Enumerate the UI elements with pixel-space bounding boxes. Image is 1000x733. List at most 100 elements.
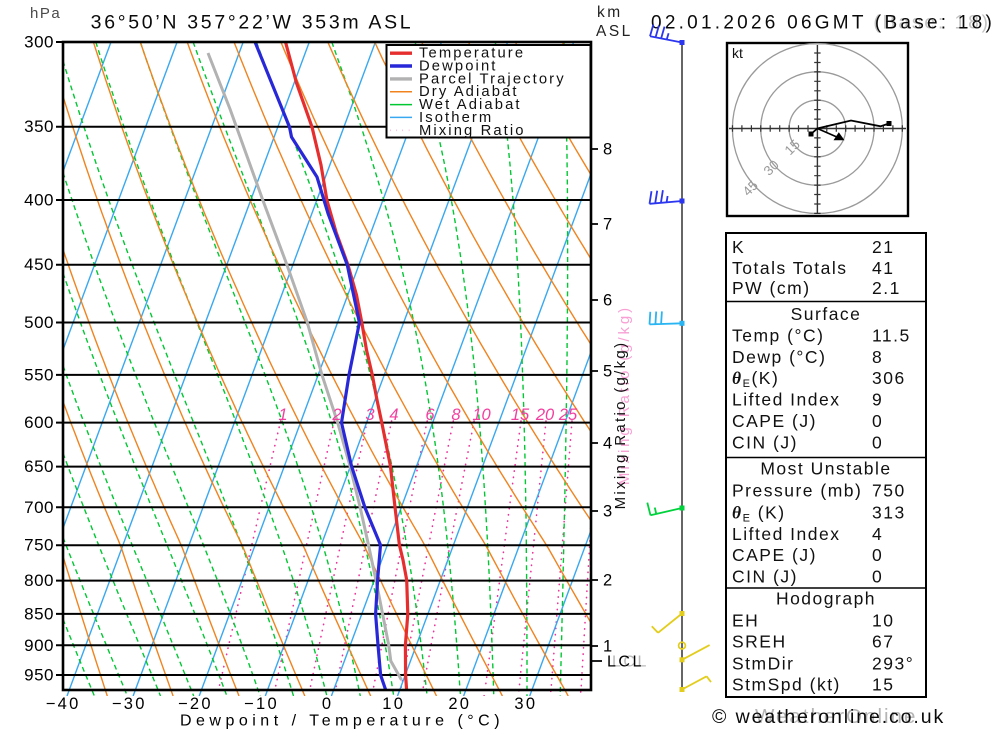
svg-text:950: 950	[24, 666, 54, 685]
svg-text:7: 7	[603, 216, 612, 234]
svg-text:750: 750	[872, 480, 906, 500]
svg-text:Surface: Surface	[791, 304, 862, 324]
svg-text:306: 306	[872, 368, 906, 388]
svg-text:kt: kt	[732, 45, 743, 61]
svg-text:Dewp (°C): Dewp (°C)	[732, 347, 826, 367]
svg-text:500: 500	[24, 313, 54, 332]
svg-text:km: km	[597, 4, 623, 21]
svg-text:Isotherm: Isotherm	[419, 110, 493, 126]
svg-text:550: 550	[24, 365, 54, 384]
svg-text:Lifted Index: Lifted Index	[732, 524, 840, 544]
svg-text:0: 0	[322, 695, 333, 713]
svg-text:900: 900	[24, 636, 54, 655]
svg-text:© weatheronline.co.uk: © weatheronline.co.uk	[712, 706, 945, 728]
svg-text:67: 67	[872, 632, 894, 652]
svg-text:Mixing Ratio (g/kg): Mixing Ratio (g/kg)	[616, 305, 633, 485]
svg-text:Wet Adiabat: Wet Adiabat	[419, 97, 522, 113]
svg-text:CAPE (J): CAPE (J)	[732, 545, 817, 565]
svg-text:3: 3	[603, 503, 612, 521]
svg-text:36°50’N 357°22’W 353m ASL: 36°50’N 357°22’W 353m ASL	[91, 12, 414, 34]
svg-text:8: 8	[872, 347, 883, 367]
svg-text:−20: −20	[178, 695, 213, 713]
svg-text:2: 2	[603, 572, 612, 590]
svg-text:Dewpoint: Dewpoint	[419, 59, 498, 75]
svg-text:15: 15	[872, 675, 894, 695]
svg-text:800: 800	[24, 571, 54, 590]
svg-text:700: 700	[24, 498, 54, 517]
svg-text:750: 750	[24, 536, 54, 555]
svg-text:5: 5	[603, 363, 612, 381]
svg-text:9: 9	[872, 390, 883, 410]
svg-text:SREH: SREH	[732, 632, 787, 652]
svg-text:−10: −10	[244, 695, 279, 713]
svg-text:θE (K): θE (K)	[732, 502, 786, 524]
svg-text:350: 350	[24, 117, 54, 136]
svg-text:20: 20	[535, 406, 555, 424]
svg-text:4: 4	[389, 406, 398, 424]
svg-text:0: 0	[872, 566, 883, 586]
svg-text:Mixing Ratio (g/kg): Mixing Ratio (g/kg)	[612, 341, 629, 510]
svg-text:Dewpoint / Temperature (°C): Dewpoint / Temperature (°C)	[180, 713, 504, 730]
svg-text:450: 450	[24, 255, 54, 274]
svg-text:Temperature: Temperature	[419, 46, 525, 62]
svg-text:Parcel Trajectory: Parcel Trajectory	[419, 71, 566, 87]
svg-text:Lifted Index: Lifted Index	[732, 390, 840, 410]
svg-text:600: 600	[24, 413, 54, 432]
svg-text:−30: −30	[112, 695, 147, 713]
svg-text:K: K	[732, 237, 745, 257]
svg-text:3: 3	[365, 406, 375, 424]
svg-text:hPa: hPa	[30, 5, 61, 22]
svg-text:10: 10	[872, 610, 894, 630]
svg-text:400: 400	[24, 191, 54, 210]
svg-text:1: 1	[603, 638, 612, 656]
svg-text:ASL: ASL	[596, 23, 633, 40]
svg-text:11.5: 11.5	[872, 325, 911, 345]
svg-text:30: 30	[514, 695, 537, 713]
svg-text:02.01.2026 06GMT (Base: 18): 02.01.2026 06GMT (Base: 18)	[651, 13, 995, 34]
svg-text:Totals Totals: Totals Totals	[732, 258, 847, 278]
svg-text:LCL: LCL	[612, 654, 649, 671]
svg-text:Temp (°C): Temp (°C)	[732, 325, 824, 345]
svg-text:StmSpd (kt): StmSpd (kt)	[732, 675, 841, 695]
svg-text:WeatherOnline: WeatherOnline	[755, 705, 917, 728]
svg-text:8: 8	[451, 406, 461, 424]
svg-text:850: 850	[24, 604, 54, 623]
svg-text:CIN (J): CIN (J)	[732, 432, 798, 452]
svg-text:313: 313	[872, 502, 906, 522]
svg-text:293°: 293°	[872, 653, 914, 673]
svg-text:21: 21	[872, 237, 894, 257]
svg-text:(Base: 18): (Base: 18)	[873, 13, 991, 34]
svg-text:Most Unstable: Most Unstable	[760, 458, 891, 478]
svg-text:0: 0	[872, 411, 883, 431]
svg-text:10: 10	[382, 695, 405, 713]
svg-text:2.1: 2.1	[872, 278, 901, 298]
svg-text:CIN (J): CIN (J)	[732, 566, 798, 586]
svg-text:CAPE (J): CAPE (J)	[732, 411, 817, 431]
svg-text:−40: −40	[46, 695, 81, 713]
svg-text:6: 6	[603, 292, 612, 310]
svg-text:2: 2	[331, 406, 341, 424]
svg-text:25: 25	[558, 406, 578, 424]
svg-text:300: 300	[24, 33, 54, 52]
svg-text:6: 6	[425, 406, 435, 424]
svg-text:EH: EH	[732, 610, 759, 630]
svg-text:4: 4	[872, 524, 883, 544]
svg-text:10: 10	[472, 406, 491, 424]
svg-text:41: 41	[872, 258, 894, 278]
svg-text:Pressure (mb): Pressure (mb)	[732, 480, 862, 500]
svg-text:15: 15	[511, 406, 530, 424]
svg-text:Dry Adiabat: Dry Adiabat	[419, 84, 519, 100]
svg-text:Mixing Ratio: Mixing Ratio	[419, 123, 526, 139]
svg-text:20: 20	[448, 695, 471, 713]
svg-text:650: 650	[24, 457, 54, 476]
svg-text:0: 0	[872, 432, 883, 452]
svg-text:1: 1	[278, 406, 287, 424]
svg-text:8: 8	[603, 141, 612, 159]
svg-text:θE(K): θE(K)	[732, 368, 779, 390]
svg-text:0: 0	[872, 545, 883, 565]
svg-text:Hodograph: Hodograph	[776, 588, 876, 608]
svg-text:LCL: LCL	[607, 654, 644, 671]
svg-text:4: 4	[603, 435, 612, 453]
svg-text:PW (cm): PW (cm)	[732, 278, 811, 298]
svg-text:StmDir: StmDir	[732, 653, 794, 673]
